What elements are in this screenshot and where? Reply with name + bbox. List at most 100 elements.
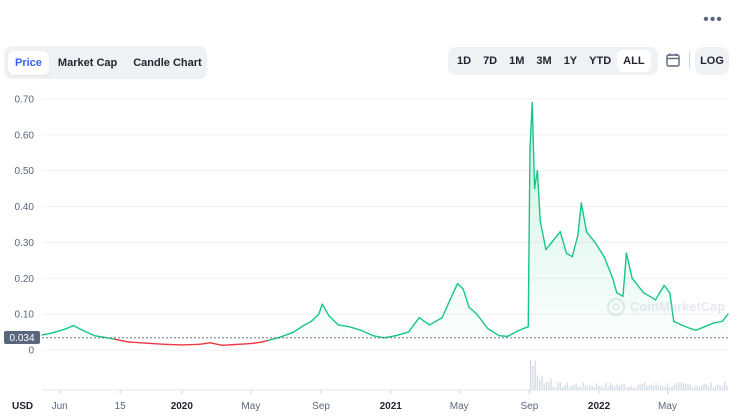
range-ytd-button[interactable]: YTD bbox=[589, 55, 612, 67]
price-line-segment bbox=[267, 336, 281, 342]
volume-bar bbox=[541, 376, 543, 390]
currency-label: USD bbox=[12, 401, 33, 412]
price-line-segment bbox=[209, 342, 224, 347]
y-tick-label: 0.60 bbox=[15, 130, 35, 141]
price-line-segment bbox=[531, 101, 536, 190]
more-options-button[interactable]: ••• bbox=[703, 11, 723, 28]
volume-bar bbox=[555, 387, 557, 390]
volume-bar bbox=[582, 382, 584, 390]
watermark-text: CoinMarketCap bbox=[630, 299, 725, 314]
volume-bar bbox=[671, 386, 673, 390]
price-line-segment bbox=[565, 252, 573, 258]
tab-price[interactable]: Price bbox=[8, 50, 49, 75]
volume-bar bbox=[621, 383, 623, 390]
range-1y-button[interactable]: 1Y bbox=[563, 55, 578, 67]
price-line-segment bbox=[487, 327, 500, 337]
volume-bar bbox=[623, 384, 625, 390]
x-tick-label: Jun bbox=[52, 401, 68, 412]
volume-bar bbox=[603, 387, 605, 390]
volume-bar bbox=[634, 387, 637, 390]
current-price-label: 0.034 bbox=[9, 333, 34, 344]
price-line-segment bbox=[689, 327, 697, 331]
volume-bar bbox=[680, 382, 682, 390]
y-tick-label: 0.20 bbox=[15, 274, 35, 285]
price-line-segment bbox=[468, 306, 478, 315]
range-all-button[interactable]: ALL bbox=[617, 50, 651, 72]
x-tick-label: 2021 bbox=[380, 401, 403, 412]
volume-bar bbox=[646, 386, 648, 390]
y-tick-label: 0.70 bbox=[15, 95, 35, 106]
price-line-segment bbox=[559, 230, 568, 254]
price-line-segment bbox=[163, 343, 183, 346]
volume-bar bbox=[657, 385, 660, 390]
volume-bar bbox=[532, 365, 534, 390]
range-7d-button[interactable]: 7D bbox=[483, 55, 498, 67]
price-line-segment bbox=[585, 230, 596, 244]
y-tick-label: 0.30 bbox=[15, 238, 35, 249]
range-1d-button[interactable]: 1D bbox=[457, 55, 472, 67]
price-line-segment bbox=[93, 334, 107, 339]
volume-bar bbox=[678, 382, 680, 390]
x-tick-label: May bbox=[658, 401, 677, 412]
price-line-segment bbox=[663, 284, 671, 294]
price-line-segment bbox=[721, 313, 729, 323]
volume-bar bbox=[719, 385, 721, 390]
calendar-icon[interactable] bbox=[662, 49, 684, 71]
volume-bar bbox=[662, 386, 664, 390]
volume-bar bbox=[545, 381, 548, 390]
volume-bar bbox=[593, 387, 596, 390]
volume-bar bbox=[605, 382, 607, 390]
volume-bar bbox=[580, 386, 582, 390]
volume-bar bbox=[712, 387, 714, 390]
volume-bar bbox=[641, 384, 644, 390]
price-line-segment bbox=[233, 342, 252, 346]
volume-bar bbox=[543, 383, 545, 390]
volume-bar bbox=[550, 379, 552, 390]
y-tick-label: 0.40 bbox=[15, 202, 35, 213]
volume-bar bbox=[650, 385, 653, 390]
y-tick-label: 0.50 bbox=[15, 166, 35, 177]
price-line-segment bbox=[577, 202, 583, 236]
price-line-segment bbox=[580, 202, 588, 233]
tab-candle-chart[interactable]: Candle Chart bbox=[133, 56, 202, 69]
price-line-segment bbox=[527, 148, 531, 328]
price-area-fill bbox=[42, 102, 728, 338]
log-scale-button[interactable]: LOG bbox=[695, 47, 729, 75]
price-line-segment bbox=[603, 256, 614, 279]
price-line-segment bbox=[348, 325, 362, 331]
price-line-segment bbox=[522, 325, 529, 330]
volume-bar bbox=[612, 385, 614, 390]
volume-bar bbox=[637, 385, 639, 390]
volume-bar bbox=[539, 379, 541, 390]
volume-bar bbox=[705, 383, 707, 390]
price-line-segment bbox=[292, 324, 305, 333]
volume-bar bbox=[687, 384, 689, 390]
volume-bar bbox=[529, 359, 532, 390]
volume-bar bbox=[534, 360, 536, 390]
price-line-segment bbox=[360, 329, 374, 337]
x-tick-label: 15 bbox=[115, 401, 127, 412]
volume-bar bbox=[596, 383, 598, 390]
price-line-segment bbox=[221, 343, 235, 347]
volume-bar bbox=[655, 382, 657, 390]
price-line-segment bbox=[616, 291, 624, 297]
volume-bar bbox=[548, 382, 550, 390]
volume-bar bbox=[568, 386, 570, 390]
volume-bar bbox=[673, 383, 675, 390]
price-line-segment bbox=[418, 317, 431, 326]
price-line-segment bbox=[261, 339, 270, 343]
range-1m-button[interactable]: 1M bbox=[509, 55, 525, 67]
volume-bar bbox=[589, 384, 591, 390]
range-3m-button[interactable]: 3M bbox=[536, 55, 552, 67]
tab-market-cap[interactable]: Market Cap bbox=[57, 56, 118, 69]
volume-bar bbox=[692, 387, 694, 390]
current-price-tag: 0.034 bbox=[4, 331, 40, 344]
volume-bar bbox=[669, 387, 671, 390]
volume-bar bbox=[600, 385, 602, 390]
price-line-segment bbox=[278, 331, 295, 339]
chart-type-tabs: Price Market Cap Candle Chart bbox=[4, 46, 207, 79]
price-line-segment bbox=[72, 324, 86, 333]
time-range-selector: 1D 7D 1M 3M 1Y YTD ALL bbox=[448, 47, 658, 75]
volume-bar bbox=[685, 383, 687, 390]
